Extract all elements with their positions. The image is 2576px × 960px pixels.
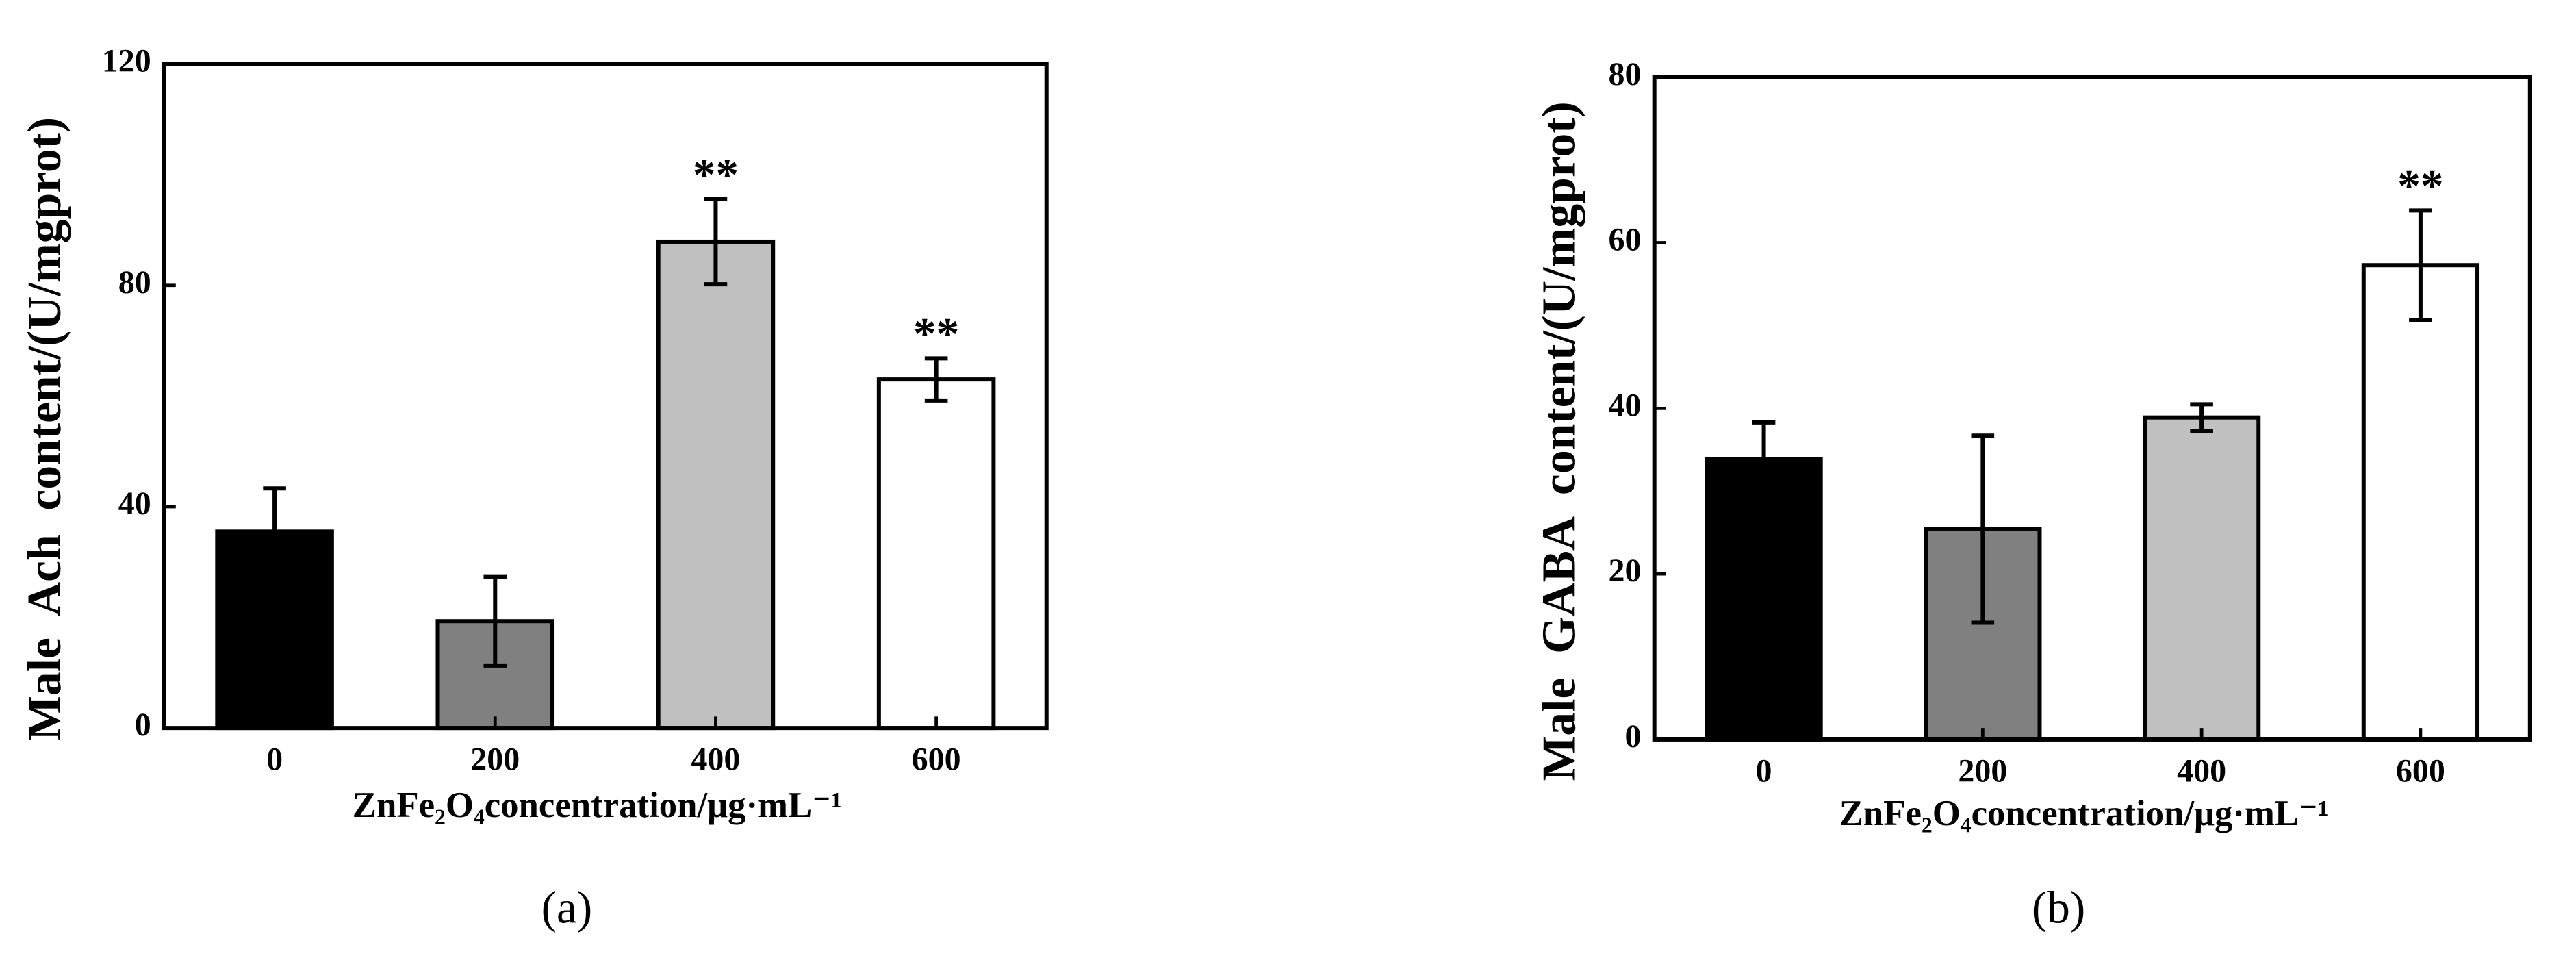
- error-bar: [263, 486, 286, 577]
- significance-label: **: [693, 149, 739, 200]
- x-tick-label: 400: [2177, 753, 2226, 789]
- x-tick-label: 200: [470, 742, 520, 778]
- error-bar: [483, 574, 507, 668]
- x-axis-label: ZnFe₂O₄concentration/μg·mL⁻¹: [353, 785, 842, 825]
- y-tick-label: 80: [118, 264, 151, 301]
- y-tick-label: 20: [1608, 553, 1641, 589]
- bar: [2361, 263, 2480, 742]
- x-axis-label: ZnFe₂O₄concentration/μg·mL⁻¹: [1839, 794, 2329, 833]
- panel-label: (a): [541, 881, 593, 933]
- y-tick-label: 120: [102, 43, 151, 79]
- bar: [656, 239, 776, 731]
- bar: [876, 377, 996, 731]
- error-bar: [1752, 420, 1776, 498]
- bar: [1705, 457, 1823, 742]
- x-tick-label: 600: [912, 742, 961, 778]
- error-bar: [1971, 433, 1995, 625]
- panel-label: (b): [2032, 881, 2085, 933]
- significance-label: **: [913, 308, 959, 359]
- bar: [2142, 415, 2261, 742]
- y-tick-label: 60: [1608, 222, 1641, 258]
- y-axis-label: Male Ach content/(U/mgprot): [18, 117, 71, 741]
- x-tick-label: 400: [691, 742, 740, 778]
- error-bar: [704, 197, 728, 287]
- x-tick-label: 0: [1756, 753, 1772, 789]
- plot-frame: [162, 62, 1049, 731]
- x-tick-label: 200: [1958, 753, 2007, 789]
- y-tick-label: 0: [135, 707, 151, 743]
- x-tick-label: 0: [266, 742, 283, 778]
- x-tick-label: 600: [2396, 753, 2445, 789]
- y-tick-label: 0: [1624, 718, 1641, 755]
- y-tick-label: 40: [118, 485, 151, 522]
- y-tick-label: 80: [1608, 56, 1641, 92]
- y-tick-label: 40: [1608, 387, 1641, 423]
- error-bar: [2190, 402, 2213, 433]
- significance-label: **: [2397, 160, 2443, 212]
- y-axis-label: Male GABA content/(U/mgprot): [1533, 101, 1586, 781]
- error-bar: [2409, 208, 2432, 323]
- error-bar: [924, 356, 948, 403]
- plot-frame: [1652, 75, 2532, 742]
